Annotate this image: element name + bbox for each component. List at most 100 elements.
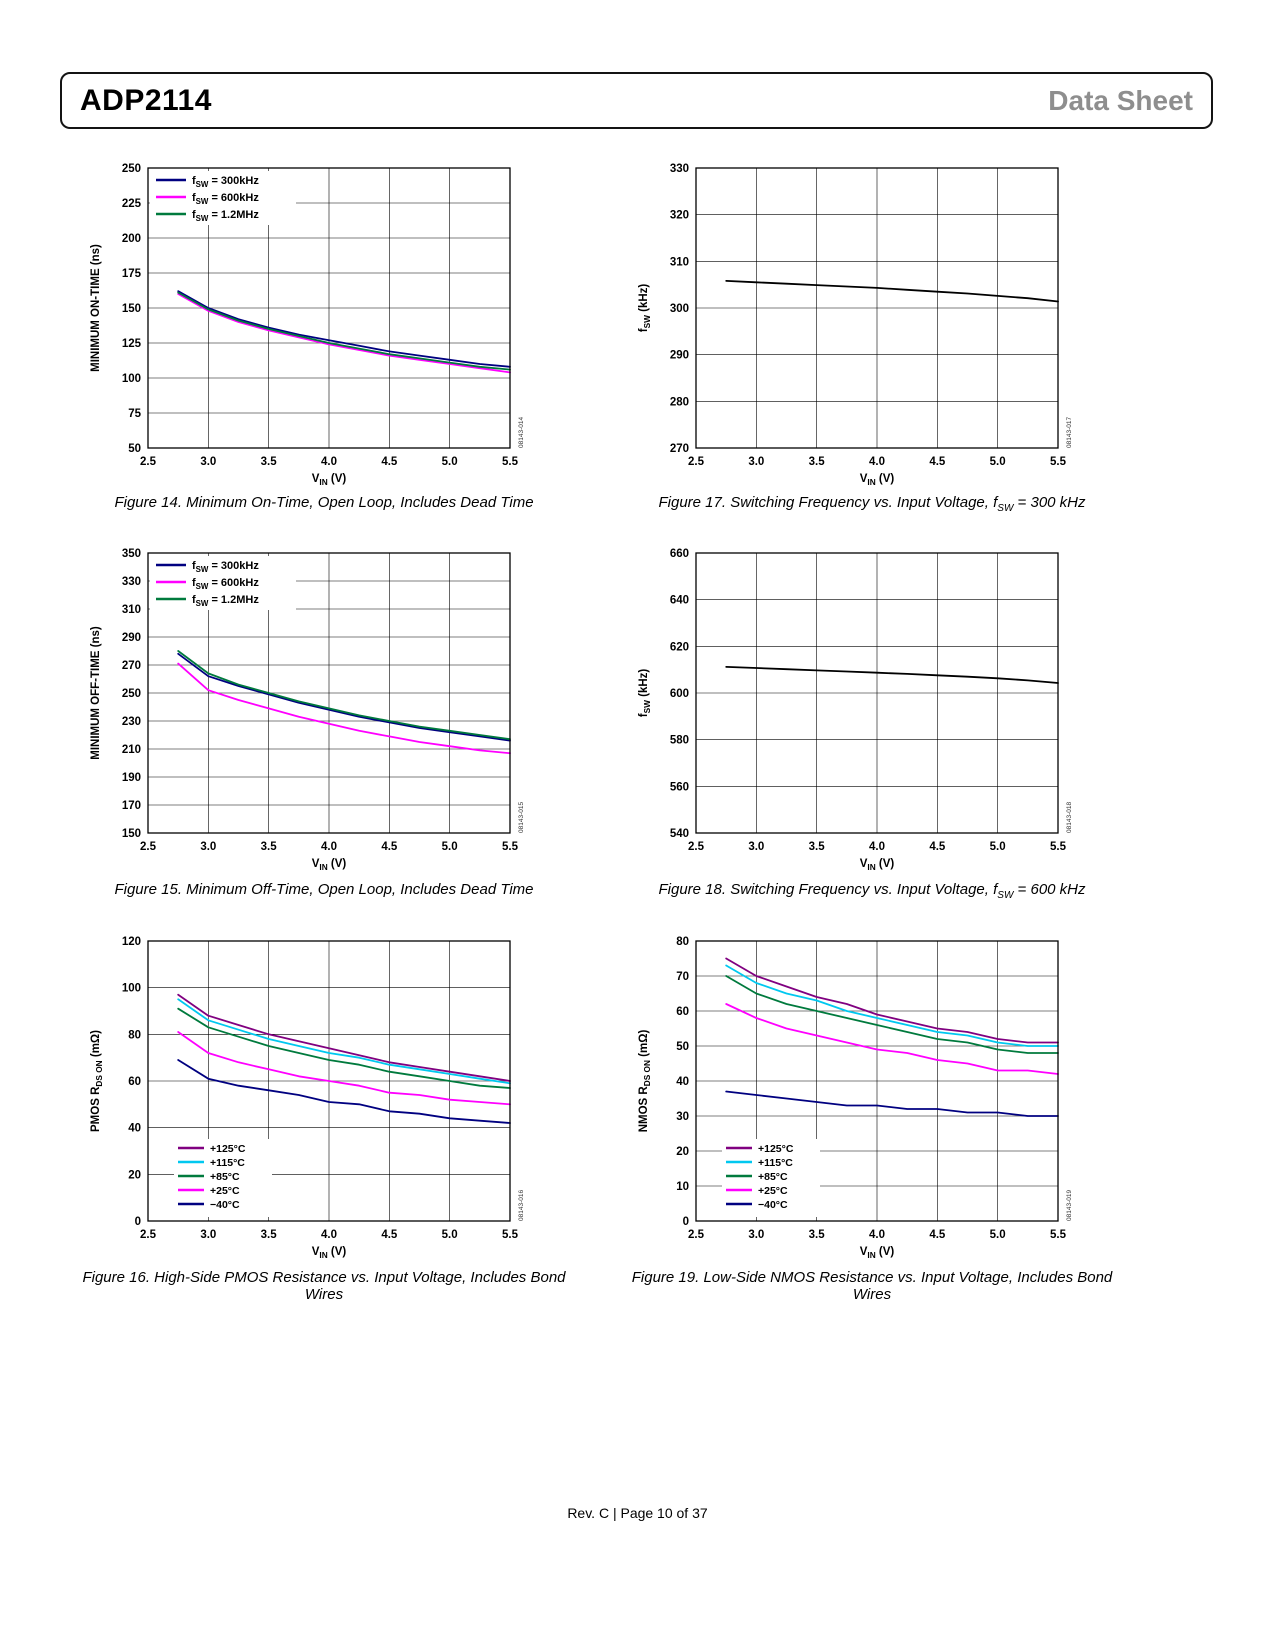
svg-text:190: 190 <box>122 772 141 784</box>
svg-text:290: 290 <box>670 350 689 362</box>
series-line-2 <box>725 975 1059 1054</box>
svg-text:5.0: 5.0 <box>442 1229 458 1241</box>
legend-label: fSW = 300kHz <box>192 560 259 574</box>
svg-text:4.5: 4.5 <box>381 456 398 468</box>
legend-label: +25°C <box>210 1185 240 1197</box>
svg-text:0: 0 <box>135 1216 141 1228</box>
svg-text:200: 200 <box>122 233 141 245</box>
plot-border <box>695 552 1059 834</box>
figure-16-caption: Figure 16. High-Side PMOS Resistance vs.… <box>82 1269 566 1303</box>
series-line-0 <box>725 280 1059 303</box>
legend-label: fSW = 300kHz <box>192 175 259 189</box>
svg-text:3.5: 3.5 <box>261 1229 278 1241</box>
svg-text:2.5: 2.5 <box>140 1229 157 1241</box>
svg-text:175: 175 <box>122 268 142 280</box>
svg-text:300: 300 <box>670 303 689 315</box>
series-line-0 <box>177 652 511 742</box>
figure-code: 08143-019 <box>1066 1190 1073 1221</box>
x-axis-title: VIN (V) <box>860 473 895 487</box>
figure-14-svg: 2.5 3.0 3.5 4.0 4.5 5.0 5.5 50 75 100 125 150 175 200… <box>90 163 525 487</box>
svg-text:5.5: 5.5 <box>1050 1229 1067 1241</box>
legend: +125°C +115°C +85°C +25°C −40°C <box>722 1139 820 1217</box>
legend: +125°C +115°C +85°C +25°C −40°C <box>174 1139 272 1217</box>
svg-text:5.0: 5.0 <box>990 456 1006 468</box>
svg-text:3.5: 3.5 <box>809 841 826 853</box>
legend-label: +125°C <box>210 1143 246 1155</box>
svg-text:150: 150 <box>122 828 141 840</box>
page-footer: Rev. C | Page 10 of 37 <box>567 1505 708 1521</box>
legend-label: +125°C <box>758 1143 794 1155</box>
figure-16-svg: 2.5 3.0 3.5 4.0 4.5 5.0 5.5 0 20 40 60 80 100 120 +125… <box>90 936 525 1260</box>
series-line-1 <box>725 964 1059 1047</box>
header: ADP2114 Data Sheet <box>60 72 1213 129</box>
svg-text:4.5: 4.5 <box>929 841 946 853</box>
svg-text:600: 600 <box>670 688 689 700</box>
figure-17-caption: Figure 17. Switching Frequency vs. Input… <box>658 494 1086 514</box>
svg-text:310: 310 <box>670 256 689 268</box>
legend-label: −40°C <box>210 1199 240 1211</box>
figure-17-chart: 2.5 3.0 3.5 4.0 4.5 5.0 5.5 270 280 290 300 310 320 3… <box>632 158 1112 488</box>
svg-text:620: 620 <box>670 641 689 653</box>
figure-code: 08143-018 <box>1066 802 1073 833</box>
svg-text:2.5: 2.5 <box>688 1229 705 1241</box>
svg-text:3.5: 3.5 <box>261 841 278 853</box>
svg-text:4.0: 4.0 <box>869 456 885 468</box>
series-line-3 <box>177 1031 511 1106</box>
svg-text:40: 40 <box>128 1123 141 1135</box>
svg-text:280: 280 <box>670 396 689 408</box>
series-line-4 <box>177 1059 511 1124</box>
legend-label: +85°C <box>758 1171 788 1183</box>
svg-text:80: 80 <box>128 1029 141 1041</box>
figure-code: 08143-016 <box>518 1190 525 1221</box>
legend-label: +85°C <box>210 1171 240 1183</box>
svg-text:3.0: 3.0 <box>200 1229 216 1241</box>
svg-text:270: 270 <box>122 660 141 672</box>
svg-text:3.5: 3.5 <box>809 1229 826 1241</box>
figure-code: 08143-015 <box>518 802 525 833</box>
y-axis-title: MINIMUM OFF-TIME (ns) <box>90 626 102 760</box>
part-number: ADP2114 <box>80 83 212 117</box>
svg-text:320: 320 <box>670 210 689 222</box>
svg-text:3.5: 3.5 <box>261 456 278 468</box>
svg-text:3.0: 3.0 <box>200 841 216 853</box>
svg-text:70: 70 <box>676 971 689 983</box>
svg-text:80: 80 <box>676 936 689 948</box>
series-line-2 <box>177 291 511 371</box>
svg-text:560: 560 <box>670 781 689 793</box>
svg-text:230: 230 <box>122 716 141 728</box>
svg-text:100: 100 <box>122 983 141 995</box>
figure-15-chart: 2.5 3.0 3.5 4.0 4.5 5.0 5.5 150 170 190 210 230 250 2… <box>84 543 564 873</box>
legend: fSW = 300kHz fSW = 600kHz fSW = 1.2MHz <box>150 556 296 610</box>
tick-labels: 2.5 3.0 3.5 4.0 4.5 5.0 5.5 0 10 20 30 40 50 60 70 80 <box>676 936 1066 1241</box>
svg-text:330: 330 <box>670 163 689 175</box>
svg-text:5.5: 5.5 <box>1050 456 1067 468</box>
svg-text:250: 250 <box>122 688 141 700</box>
series-line-4 <box>725 1090 1059 1117</box>
figure-16-chart: 2.5 3.0 3.5 4.0 4.5 5.0 5.5 0 20 40 60 80 100 120 +125… <box>84 931 564 1261</box>
y-axis-title: fSW (kHz) <box>638 669 652 718</box>
series-line-0 <box>177 993 511 1082</box>
series-line-3 <box>725 1003 1059 1075</box>
tick-labels: 2.5 3.0 3.5 4.0 4.5 5.0 5.5 0 20 40 60 80 100 120 <box>122 936 519 1241</box>
svg-text:210: 210 <box>122 744 141 756</box>
svg-text:640: 640 <box>670 595 689 607</box>
svg-text:4.5: 4.5 <box>381 1229 398 1241</box>
plot-border <box>695 940 1059 1222</box>
svg-text:2.5: 2.5 <box>140 456 157 468</box>
plot-border <box>695 167 1059 449</box>
svg-text:660: 660 <box>670 548 689 560</box>
svg-text:2.5: 2.5 <box>688 841 705 853</box>
svg-text:3.0: 3.0 <box>748 456 764 468</box>
svg-text:5.0: 5.0 <box>990 1229 1006 1241</box>
svg-text:4.5: 4.5 <box>381 841 398 853</box>
svg-text:5.5: 5.5 <box>502 1229 519 1241</box>
svg-text:120: 120 <box>122 936 141 948</box>
figure-14-caption: Figure 14. Minimum On-Time, Open Loop, I… <box>114 494 534 511</box>
tick-labels: 2.5 3.0 3.5 4.0 4.5 5.0 5.5 540 560 580 600 620 640 6… <box>670 548 1067 853</box>
svg-text:540: 540 <box>670 828 689 840</box>
legend: fSW = 300kHz fSW = 600kHz fSW = 1.2MHz <box>150 171 296 225</box>
legend-label: −40°C <box>758 1199 788 1211</box>
svg-text:30: 30 <box>676 1111 689 1123</box>
grid-lines <box>695 167 1059 449</box>
